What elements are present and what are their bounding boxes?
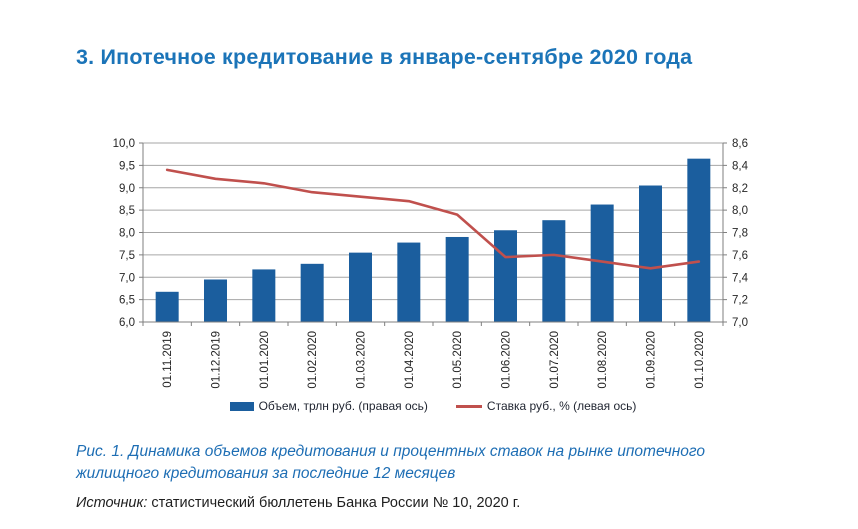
right-axis-label: 8,0 (732, 205, 748, 217)
x-axis-label: 01.08.2020 (597, 331, 609, 389)
volume-bar (155, 291, 179, 322)
legend-label-rate: Ставка руб., % (левая ось) (486, 399, 637, 413)
right-axis-label: 8,2 (732, 183, 748, 195)
volume-bar (349, 252, 372, 322)
source-label: Источник: (76, 495, 148, 511)
right-axis-label: 7,8 (732, 228, 748, 240)
x-axis-label: 01.06.2020 (501, 331, 513, 389)
figure-caption: Рис. 1. Динамика объемов кредитования и … (76, 443, 705, 483)
left-axis-label: 9,0 (119, 183, 135, 195)
left-axis-label: 8,0 (119, 228, 135, 240)
right-axis-label: 7,2 (732, 295, 748, 307)
rate-swatch-icon (455, 404, 482, 408)
chart-canvas: 10,0 8,6 9,5 8,4 9,0 8,2 8,5 8,0 8,0 7,8 7,5 7,6 7,0… (113, 138, 749, 389)
x-axis-label: 01.12.2019 (211, 331, 223, 389)
left-axis-label: 10,0 (113, 138, 135, 150)
x-axis-label: 01.07.2020 (549, 331, 561, 389)
legend-item-volume: Объем, трлн руб. (правая ось) (229, 399, 428, 413)
source-line: Источник: статистический бюллетень Банка… (76, 495, 520, 511)
left-axis-label: 7,5 (119, 250, 135, 262)
volume-bar (542, 220, 566, 322)
right-axis-label: 8,6 (732, 138, 748, 150)
volume-bar (687, 158, 711, 322)
rate-line (165, 168, 701, 270)
left-axis-label: 6,5 (119, 295, 135, 307)
chart-legend: Объем, трлн руб. (правая ось) Ставка руб… (88, 399, 778, 413)
source-text: статистический бюллетень Банка России № … (147, 495, 521, 511)
right-axis-label: 8,4 (732, 160, 749, 172)
right-axis-label: 7,6 (732, 250, 748, 262)
left-axis-label: 7,0 (119, 272, 135, 284)
volume-bar (445, 236, 469, 322)
right-axis-label: 7,4 (732, 272, 749, 284)
x-axis-label: 01.04.2020 (404, 331, 416, 389)
legend-item-rate: Ставка руб., % (левая ось) (455, 399, 637, 413)
volume-bar (397, 242, 421, 322)
x-axis-label: 01.05.2020 (452, 331, 464, 389)
x-axis-label: 01.11.2019 (162, 331, 174, 388)
x-axis-label: 01.03.2020 (356, 331, 368, 389)
volume-bar (494, 230, 517, 322)
section-title: 3. Ипотечное кредитование в январе-сентя… (76, 45, 693, 69)
volume-bar (590, 204, 614, 322)
left-axis-label: 9,5 (119, 160, 135, 172)
volume-bar (639, 185, 662, 322)
volume-swatch-icon (229, 401, 254, 411)
left-axis-label: 6,0 (119, 317, 135, 329)
left-axis-label: 8,5 (119, 205, 135, 217)
x-axis-label: 01.01.2020 (259, 331, 271, 389)
mortgage-chart: 10,0 8,6 9,5 8,4 9,0 8,2 8,5 8,0 8,0 7,8 7,5 7,6 7,0… (88, 128, 778, 413)
volume-bar (252, 269, 276, 322)
x-axis-label: 01.02.2020 (307, 331, 319, 389)
volume-bar (204, 279, 227, 322)
volume-bar (300, 263, 324, 322)
legend-label-volume: Объем, трлн руб. (правая ось) (258, 399, 428, 413)
x-axis-label: 01.10.2020 (694, 331, 706, 389)
right-axis-label: 7,0 (732, 317, 748, 329)
x-axis-label: 01.09.2020 (646, 331, 658, 389)
